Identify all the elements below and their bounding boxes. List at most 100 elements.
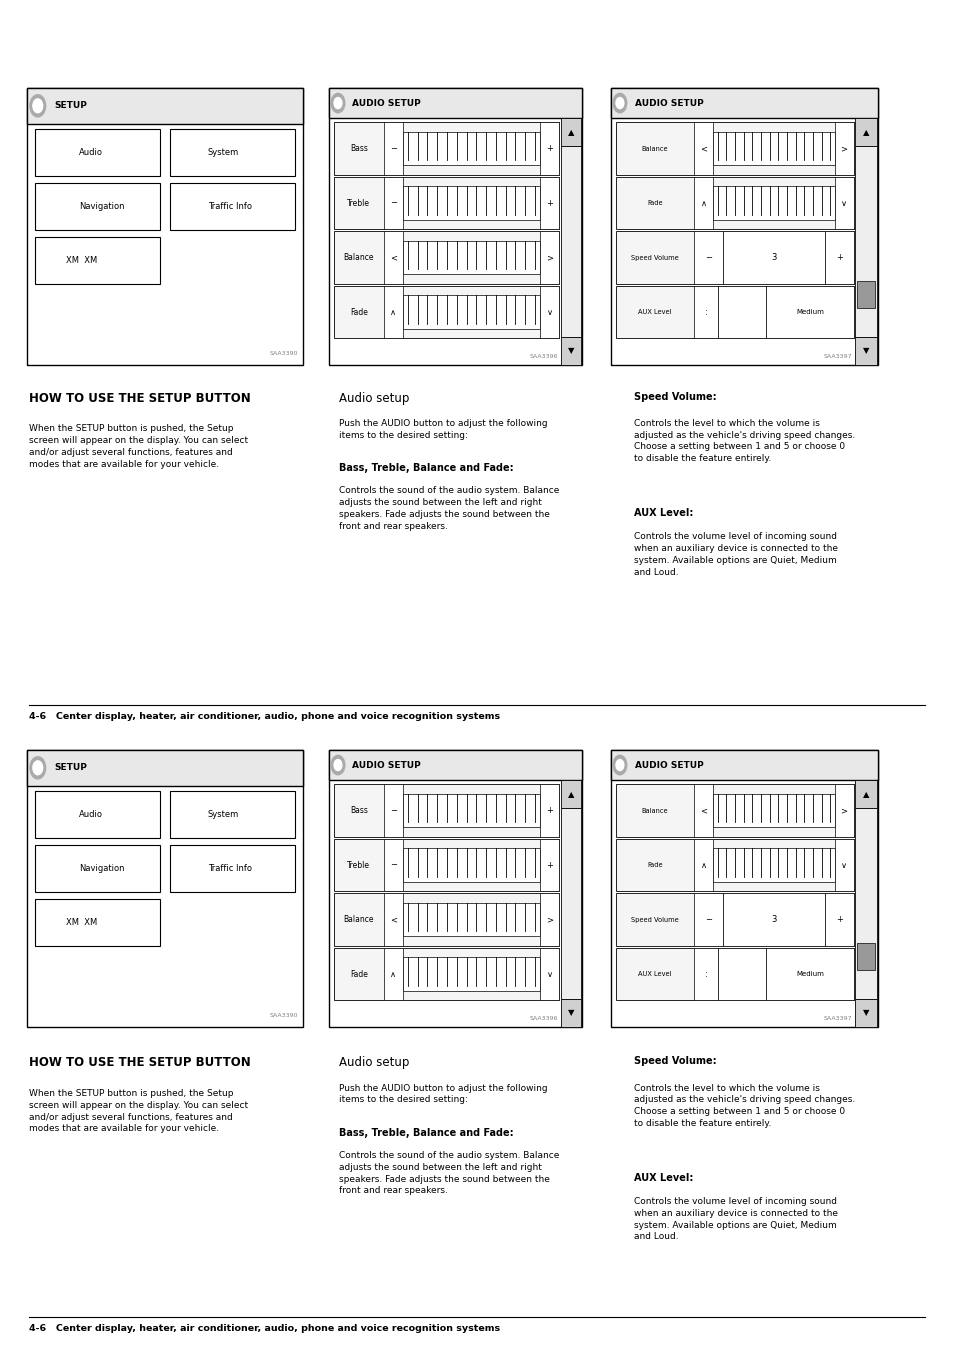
Text: Controls the level to which the volume is
adjusted as the vehicle's driving spee: Controls the level to which the volume i… — [634, 419, 855, 463]
Bar — [694, 893, 722, 946]
Bar — [610, 88, 877, 365]
Bar — [857, 281, 874, 308]
Text: Balance: Balance — [641, 808, 668, 813]
Bar — [616, 231, 853, 284]
Circle shape — [334, 759, 341, 770]
Text: SAA3390: SAA3390 — [270, 351, 298, 357]
Text: −: − — [390, 145, 396, 153]
Text: AUX Level:: AUX Level: — [634, 1173, 693, 1182]
Text: +: + — [545, 199, 553, 208]
Text: <: < — [700, 807, 707, 815]
Circle shape — [616, 759, 623, 770]
Circle shape — [613, 93, 626, 112]
Text: −: − — [390, 861, 396, 870]
Text: Balance: Balance — [641, 146, 668, 151]
Text: 4-6   Center display, heater, air conditioner, audio, phone and voice recognitio: 4-6 Center display, heater, air conditio… — [29, 712, 499, 721]
Text: System: System — [208, 811, 238, 820]
Bar — [713, 132, 834, 165]
Bar — [560, 336, 580, 365]
Text: ▲: ▲ — [862, 127, 868, 136]
Text: AUX Level: AUX Level — [638, 309, 671, 315]
Text: Push the AUDIO button to adjust the following
items to the desired setting:: Push the AUDIO button to adjust the foll… — [338, 1084, 547, 1104]
Text: Speed Volume: Speed Volume — [631, 254, 679, 261]
Bar — [718, 286, 765, 338]
Bar — [616, 785, 853, 836]
Text: ∨: ∨ — [841, 199, 846, 208]
Text: Traffic Info: Traffic Info — [208, 203, 252, 211]
Bar — [713, 794, 834, 827]
Bar — [334, 948, 558, 1000]
Bar — [765, 948, 853, 1000]
Text: When the SETUP button is pushed, the Setup
screen will appear on the display. Yo: When the SETUP button is pushed, the Set… — [29, 424, 248, 469]
Text: −: − — [704, 253, 712, 262]
Text: Fade: Fade — [647, 862, 662, 869]
Text: Audio setup: Audio setup — [338, 392, 409, 405]
Text: HOW TO USE THE SETUP BUTTON: HOW TO USE THE SETUP BUTTON — [29, 392, 250, 405]
Bar — [616, 286, 853, 338]
Circle shape — [331, 93, 344, 112]
Bar — [694, 839, 713, 892]
Text: <: < — [390, 915, 396, 924]
Bar — [383, 785, 402, 836]
Bar — [329, 88, 581, 119]
Bar — [765, 286, 853, 338]
Bar — [334, 123, 558, 174]
Bar — [170, 792, 294, 839]
Bar — [27, 88, 303, 124]
Text: AUX Level: AUX Level — [638, 971, 671, 977]
Text: Push the AUDIO button to adjust the following
items to the desired setting:: Push the AUDIO button to adjust the foll… — [338, 419, 547, 439]
Bar — [383, 231, 402, 284]
Bar — [383, 286, 402, 338]
Text: Controls the sound of the audio system. Balance
adjusts the sound between the le: Controls the sound of the audio system. … — [338, 486, 558, 531]
Text: Medium: Medium — [795, 971, 822, 977]
Bar — [402, 848, 539, 882]
Bar — [718, 948, 765, 1000]
Bar — [560, 1000, 580, 1027]
Bar — [616, 893, 853, 946]
Text: When the SETUP button is pushed, the Setup
screen will appear on the display. Yo: When the SETUP button is pushed, the Set… — [29, 1089, 248, 1133]
Text: SAA3396: SAA3396 — [529, 354, 558, 359]
Bar — [334, 177, 558, 230]
Text: Balance: Balance — [343, 253, 374, 262]
Bar — [383, 893, 402, 946]
Bar — [383, 177, 402, 230]
Text: Bass: Bass — [350, 807, 368, 815]
Text: ∧: ∧ — [390, 308, 396, 316]
Bar — [334, 893, 558, 946]
Bar — [35, 792, 160, 839]
Text: Fade: Fade — [350, 308, 368, 316]
Text: >: > — [545, 253, 553, 262]
Bar — [694, 123, 713, 174]
Bar — [402, 132, 539, 165]
Text: HOW TO USE THE SETUP BUTTON: HOW TO USE THE SETUP BUTTON — [29, 1056, 250, 1070]
Bar — [616, 177, 853, 230]
Circle shape — [30, 757, 46, 780]
Text: ∧: ∧ — [390, 970, 396, 978]
Bar — [539, 948, 558, 1000]
Text: Navigation: Navigation — [78, 865, 124, 873]
Bar — [694, 231, 722, 284]
Text: XM  XM: XM XM — [66, 257, 97, 265]
Text: ▼: ▼ — [862, 1008, 868, 1017]
Bar — [722, 893, 824, 946]
Text: Treble: Treble — [347, 199, 370, 208]
Bar — [855, 781, 876, 808]
Text: 4-6   Center display, heater, air conditioner, audio, phone and voice recognitio: 4-6 Center display, heater, air conditio… — [29, 1324, 499, 1333]
Text: Navigation: Navigation — [78, 203, 124, 211]
Bar — [616, 948, 853, 1000]
Bar — [35, 130, 160, 177]
Text: Bass, Treble, Balance and Fade:: Bass, Treble, Balance and Fade: — [338, 1128, 513, 1138]
Bar — [560, 808, 580, 1000]
Text: Controls the sound of the audio system. Balance
adjusts the sound between the le: Controls the sound of the audio system. … — [338, 1151, 558, 1196]
Text: −: − — [390, 807, 396, 815]
Bar — [560, 119, 580, 146]
Bar — [539, 123, 558, 174]
Bar — [713, 848, 834, 882]
Bar — [694, 948, 718, 1000]
Bar — [824, 231, 853, 284]
Bar — [329, 750, 581, 1027]
Bar — [834, 839, 853, 892]
Text: Controls the level to which the volume is
adjusted as the vehicle's driving spee: Controls the level to which the volume i… — [634, 1084, 855, 1128]
Text: Balance: Balance — [343, 915, 374, 924]
Bar — [334, 839, 558, 892]
